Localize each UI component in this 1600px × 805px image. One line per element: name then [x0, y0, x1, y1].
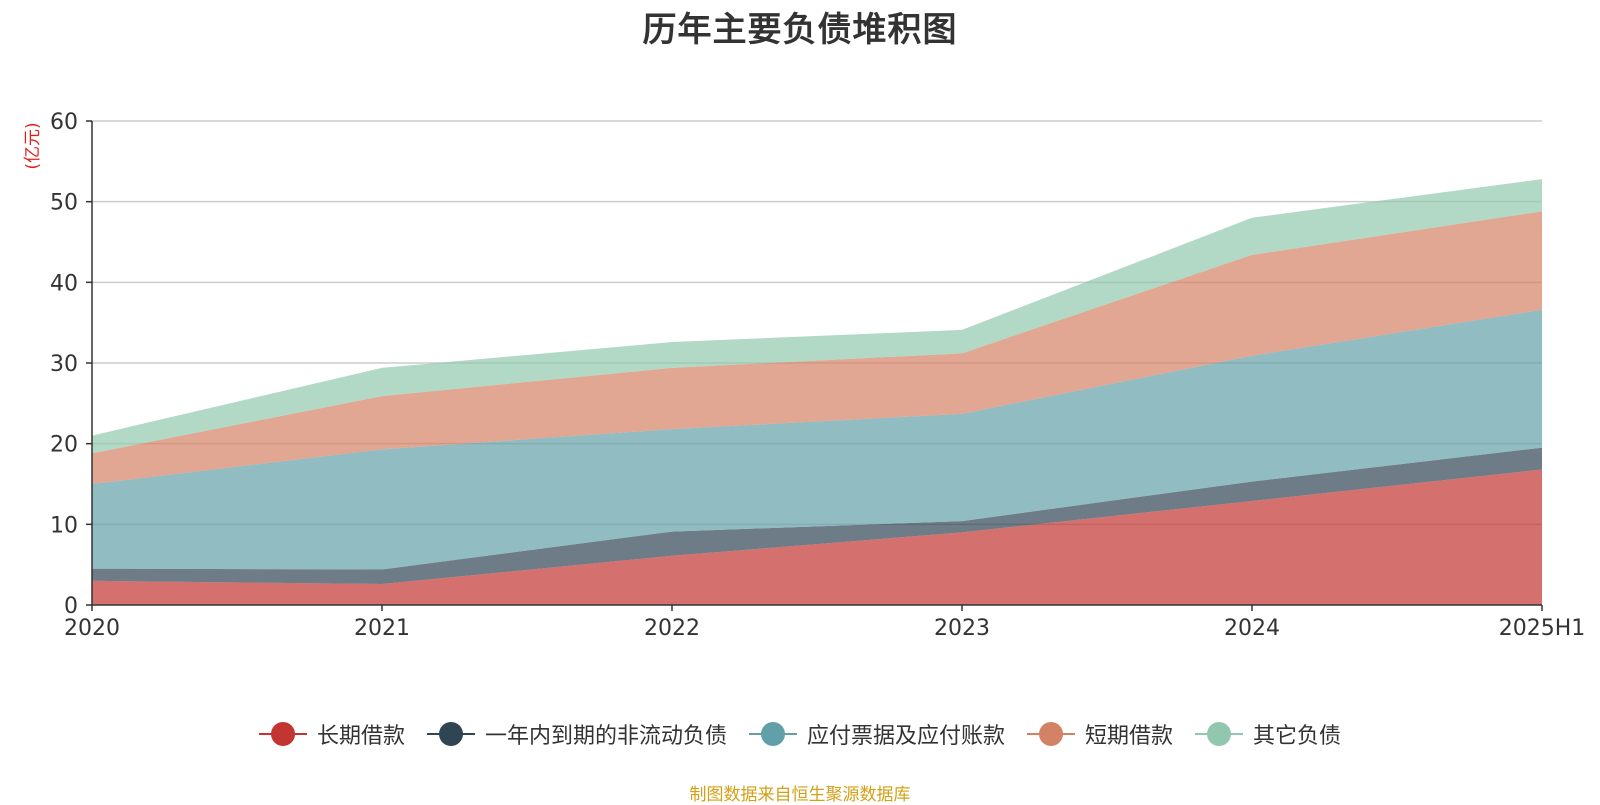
- legend-label: 长期借款: [316, 724, 405, 749]
- y-tick-label-10: 10: [50, 513, 78, 538]
- y-tick-label-20: 20: [50, 433, 78, 458]
- x-tick-label-0: 2020: [64, 616, 120, 641]
- area-series-0: [92, 469, 1542, 605]
- x-tick-label-4: 2024: [1224, 616, 1280, 641]
- legend-marker-icon: [258, 722, 307, 746]
- legend-marker-icon: [748, 722, 797, 746]
- legend-label: 短期借款: [1085, 724, 1174, 749]
- legend-label: 应付票据及应付账款: [806, 724, 1005, 749]
- y-tick-label-30: 30: [50, 352, 78, 377]
- legend-item-0[interactable]: 长期借款: [258, 718, 405, 750]
- area-series-3: [92, 211, 1542, 484]
- y-tick-label-50: 50: [50, 191, 78, 216]
- y-tick-label-0: 0: [64, 594, 78, 619]
- legend-item-4[interactable]: 其它负债: [1195, 718, 1341, 750]
- legend-marker-icon: [1195, 722, 1244, 746]
- chart-legend: 长期借款 一年内到期的非流动负债 应付票据及应付账款 短期借款 其它负债: [0, 718, 1600, 750]
- area-series-2: [92, 309, 1542, 570]
- x-tick-label-1: 2021: [354, 616, 410, 641]
- data-source-footer: 制图数据来自恒生聚源数据库: [689, 785, 911, 805]
- y-axis-unit-label: (亿元): [23, 122, 43, 169]
- area-series-1: [92, 447, 1542, 585]
- chart-title: 历年主要负债堆积图: [642, 10, 958, 50]
- area-series-4: [92, 179, 1542, 454]
- y-tick-label-40: 40: [50, 271, 78, 296]
- y-tick-label-60: 60: [50, 110, 78, 135]
- legend-marker-icon: [1027, 722, 1075, 746]
- legend-label: 一年内到期的非流动负债: [484, 724, 727, 749]
- x-tick-label-5: 2025H1: [1499, 616, 1586, 641]
- legend-item-1[interactable]: 一年内到期的非流动负债: [426, 718, 727, 750]
- legend-marker-icon: [426, 722, 475, 746]
- x-tick-label-3: 2023: [934, 616, 990, 641]
- legend-item-3[interactable]: 短期借款: [1027, 718, 1173, 750]
- x-tick-label-2: 2022: [644, 616, 700, 641]
- legend-item-2[interactable]: 应付票据及应付账款: [748, 718, 1005, 750]
- legend-label: 其它负债: [1253, 724, 1342, 749]
